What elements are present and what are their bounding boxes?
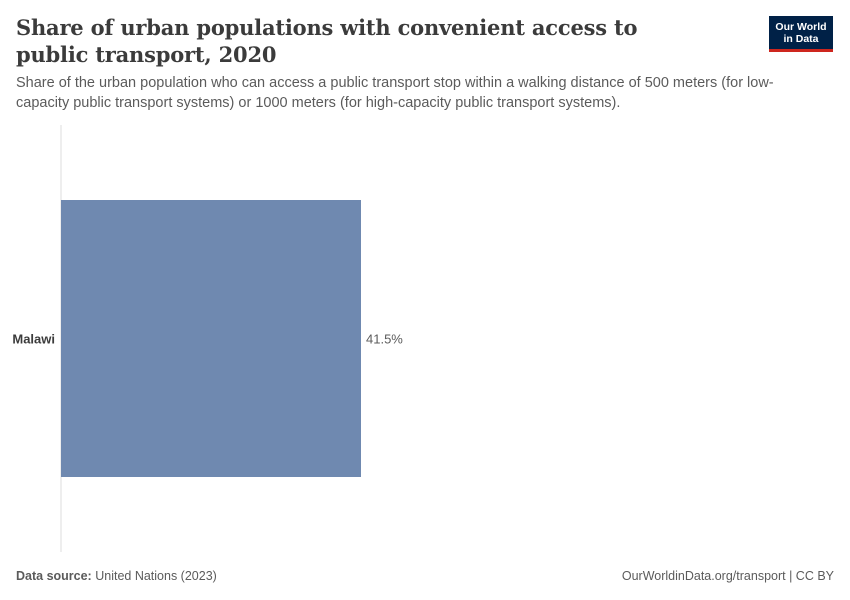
data-source-label: Data source: xyxy=(16,569,92,583)
chart-title: Share of urban populations with convenie… xyxy=(16,15,638,67)
credit-link[interactable]: OurWorldinData.org/transport | CC BY xyxy=(621,569,834,583)
owid-logo[interactable]: Our World in Data xyxy=(769,16,833,52)
logo-line-2: in Data xyxy=(783,33,819,45)
bar-malawi[interactable] xyxy=(61,200,361,477)
chart-subtitle: Share of the urban population who can ac… xyxy=(16,75,774,111)
logo-line-1: Our World xyxy=(775,21,827,33)
data-source: Data source: United Nations (2023) xyxy=(16,569,217,583)
value-label: 41.5% xyxy=(366,332,403,347)
category-label: Malawi xyxy=(12,332,55,347)
data-source-value[interactable]: United Nations (2023) xyxy=(95,569,217,583)
